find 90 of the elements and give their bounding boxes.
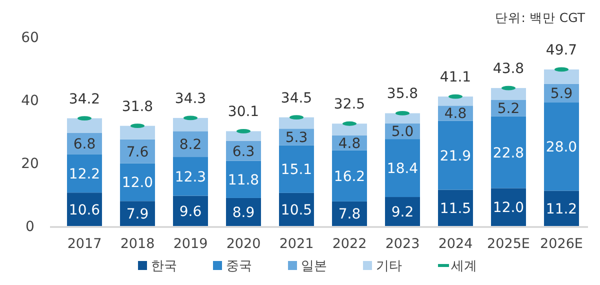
bar xyxy=(226,131,261,141)
x-tick-label: 2023 xyxy=(385,236,420,252)
data-label: 34.2 xyxy=(68,91,100,108)
data-label: 16.2 xyxy=(334,168,366,185)
legend-label: 세계 xyxy=(451,259,477,274)
data-label: 9.2 xyxy=(391,204,414,221)
data-label: 9.6 xyxy=(179,204,202,220)
data-label: 11.5 xyxy=(440,200,472,217)
data-label: 11.8 xyxy=(228,172,260,188)
data-label: 11.2 xyxy=(546,201,578,218)
data-label: 12.0 xyxy=(492,200,524,216)
bar xyxy=(491,188,526,226)
data-label: 31.8 xyxy=(122,98,154,115)
x-tick-label: 2019 xyxy=(173,236,208,252)
x-tick-label: 2024 xyxy=(438,236,473,252)
bar xyxy=(120,163,155,202)
data-label: 21.9 xyxy=(440,148,472,164)
bar xyxy=(332,201,367,226)
legend-label: 한국 xyxy=(151,259,177,274)
data-label: 35.8 xyxy=(386,86,418,102)
legend-label: 중국 xyxy=(226,259,252,274)
legend-label: 기타 xyxy=(376,259,402,274)
data-label: 7.6 xyxy=(126,144,149,160)
bar xyxy=(173,196,208,226)
x-tick-label: 2020 xyxy=(226,236,261,252)
data-label: 18.4 xyxy=(386,161,418,178)
data-label: 34.5 xyxy=(280,90,312,106)
bar xyxy=(438,190,473,226)
data-label: 5.0 xyxy=(391,124,414,140)
x-tick-label: 2022 xyxy=(332,236,367,252)
data-label: 12.3 xyxy=(174,169,206,186)
data-label: 28.0 xyxy=(546,140,578,156)
data-label: 22.8 xyxy=(492,145,524,162)
x-tick-label: 2018 xyxy=(120,236,155,252)
data-label: 10.6 xyxy=(68,202,100,218)
bar xyxy=(120,201,155,226)
data-label: 43.8 xyxy=(492,61,524,78)
data-label: 8.9 xyxy=(232,204,255,221)
data-label: 12.2 xyxy=(68,166,100,182)
data-label: 6.3 xyxy=(232,144,255,160)
bar xyxy=(332,150,367,202)
x-tick-label: 2021 xyxy=(279,236,314,252)
x-tick-label: 2026E xyxy=(540,236,583,252)
data-label: 49.7 xyxy=(546,42,578,58)
bar xyxy=(120,139,155,164)
y-tick-label: 40 xyxy=(21,93,39,109)
y-tick-label: 20 xyxy=(21,156,39,172)
legend-label: 일본 xyxy=(301,259,327,274)
bar xyxy=(544,69,579,84)
bar xyxy=(67,118,102,133)
bar xyxy=(120,126,155,140)
bar xyxy=(279,117,314,129)
bar xyxy=(385,139,420,198)
bar xyxy=(385,197,420,226)
bar xyxy=(544,190,579,226)
bar xyxy=(67,154,102,193)
x-tick-label: 2017 xyxy=(67,236,102,252)
data-label: 12.0 xyxy=(122,175,154,192)
data-label: 7.8 xyxy=(338,206,361,223)
bar xyxy=(279,145,314,193)
bar xyxy=(491,116,526,188)
data-label: 5.3 xyxy=(285,130,308,146)
data-label: 15.1 xyxy=(280,162,312,178)
bar xyxy=(173,157,208,196)
data-label: 41.1 xyxy=(440,70,472,86)
bar xyxy=(173,131,208,158)
data-label: 7.9 xyxy=(126,206,149,223)
data-label: 5.2 xyxy=(497,101,520,118)
x-tick-label: 2025E xyxy=(487,236,530,252)
y-tick-label: 60 xyxy=(21,30,39,46)
data-label: 4.8 xyxy=(338,136,361,152)
bar xyxy=(385,113,420,124)
bar xyxy=(226,160,261,198)
data-label: 6.8 xyxy=(73,136,96,152)
bar xyxy=(226,198,261,226)
text: 단위: 백만 CGT xyxy=(495,10,586,25)
bar xyxy=(332,124,367,136)
data-label: 4.8 xyxy=(444,106,467,122)
y-tick-label: 0 xyxy=(26,219,34,235)
bar xyxy=(173,118,208,132)
data-label: 8.2 xyxy=(179,137,202,154)
data-label: 5.9 xyxy=(550,86,573,102)
bar xyxy=(438,120,473,190)
bar xyxy=(491,88,526,100)
data-label: 10.5 xyxy=(280,202,312,218)
bar xyxy=(544,102,579,191)
data-label: 30.1 xyxy=(228,104,260,120)
data-label: 34.3 xyxy=(174,90,206,107)
data-label: 32.5 xyxy=(334,96,366,113)
bar xyxy=(438,96,473,106)
